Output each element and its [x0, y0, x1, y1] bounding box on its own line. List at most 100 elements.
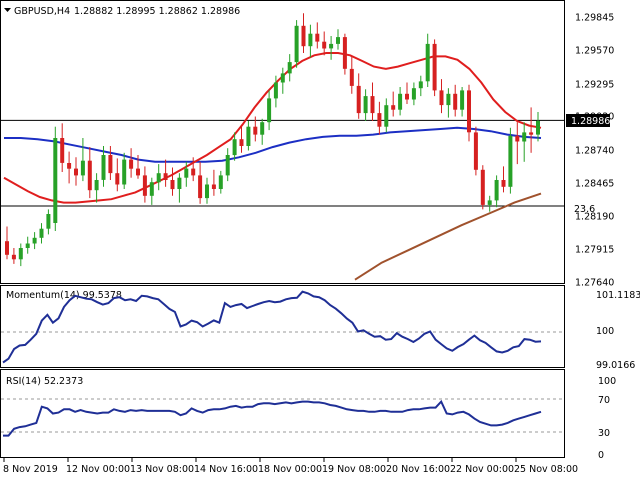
- candle-body: [170, 180, 175, 190]
- candle-body: [411, 88, 416, 100]
- candle-body: [453, 93, 458, 110]
- rsi-panel-frame: [0, 369, 565, 458]
- time-label: 19 Nov 08:00: [322, 464, 386, 475]
- candle-body: [494, 180, 499, 201]
- price-tick-label: 1.28465: [575, 179, 614, 190]
- candle-body: [432, 43, 437, 91]
- candle-body: [480, 169, 485, 205]
- candle-body: [11, 254, 16, 260]
- time-label: 14 Nov 16:00: [194, 464, 258, 475]
- candle-body: [163, 173, 168, 180]
- current-price-badge: [566, 114, 610, 127]
- candle-body: [273, 82, 278, 99]
- symbol-timeframe: GBPUSD,H4: [14, 6, 70, 17]
- candle-body: [501, 180, 506, 187]
- candle-body: [232, 139, 237, 156]
- candle-body: [363, 96, 368, 114]
- current-price-badge-text: 1.28986: [571, 116, 610, 127]
- candle-body: [225, 155, 230, 176]
- candle-body: [508, 135, 513, 187]
- price-tick-label: 1.29845: [575, 13, 614, 24]
- price-tick-label: 1.28740: [575, 146, 614, 157]
- candle-body: [122, 159, 127, 185]
- candle-body: [39, 228, 44, 238]
- candle-body: [129, 159, 134, 169]
- time-label: 13 Nov 08:00: [130, 464, 194, 475]
- candle-body: [260, 122, 265, 135]
- fib-level-label: 23.6: [574, 204, 595, 215]
- time-label: 18 Nov 00:00: [258, 464, 322, 475]
- collapse-triangle-icon[interactable]: [4, 8, 11, 12]
- ma-brown-line: [354, 192, 542, 281]
- ma-red-line: [3, 52, 542, 204]
- candle-body: [370, 96, 375, 114]
- price-tick-label: 1.28190: [575, 212, 614, 223]
- candle-body: [322, 41, 327, 49]
- candle-body: [336, 37, 340, 44]
- candle-body: [115, 173, 120, 185]
- rsi-tick-label: 30: [598, 428, 610, 439]
- candle-body: [177, 177, 182, 189]
- rsi-tick-label: 100: [598, 376, 616, 387]
- candle-body: [446, 93, 451, 106]
- candle-body: [60, 138, 65, 163]
- momentum-tick-label: 99.0166: [596, 360, 635, 371]
- candle-body: [101, 155, 106, 180]
- candle-body: [80, 160, 85, 176]
- candle-body: [18, 248, 23, 260]
- ma-blue-line: [4, 126, 542, 163]
- main-panel-frame: [0, 0, 565, 284]
- candle-body: [239, 139, 244, 146]
- candle-body: [108, 155, 113, 174]
- time-label: 25 Nov 08:00: [514, 464, 578, 475]
- candle-body: [94, 180, 99, 191]
- price-tick-label: 1.27915: [575, 245, 614, 256]
- candle-body: [522, 132, 527, 142]
- candle-body: [136, 168, 140, 176]
- momentum-line: [2, 290, 542, 364]
- candle-body: [301, 25, 306, 47]
- candle-body: [53, 138, 58, 223]
- candle-body: [32, 237, 37, 244]
- candle-body: [487, 200, 492, 205]
- candle-body: [384, 105, 389, 127]
- candle-body: [205, 184, 209, 199]
- candle-body: [349, 68, 354, 86]
- candles-group: [5, 13, 540, 267]
- price-tick-label: 1.29295: [575, 80, 614, 91]
- momentum-title: Momentum(14) 99.5378: [6, 290, 122, 301]
- candle-body: [46, 214, 51, 229]
- time-axis: 8 Nov 2019 12 Nov 00:00 13 Nov 08:00 14 …: [3, 458, 578, 475]
- candle-body: [156, 173, 161, 183]
- rsi-tick-label: 0: [598, 450, 604, 461]
- candle-body: [184, 168, 189, 178]
- rsi-tick-label: 70: [598, 395, 610, 406]
- candle-body: [356, 85, 361, 114]
- candle-body: [149, 182, 154, 196]
- candle-body: [280, 73, 285, 83]
- price-tick-label: 1.27640: [575, 278, 614, 289]
- candle-body: [211, 184, 216, 189]
- candle-body: [87, 160, 92, 191]
- candle-body: [5, 241, 9, 255]
- candle-body: [473, 132, 478, 170]
- candle-body: [405, 93, 409, 100]
- candle-body: [191, 168, 196, 176]
- candle-body: [515, 135, 520, 142]
- candle-body: [287, 62, 292, 74]
- candle-body: [391, 105, 396, 110]
- candle-body: [536, 121, 540, 135]
- time-label: 12 Nov 00:00: [66, 464, 130, 475]
- momentum-tick-label: 101.1183: [596, 290, 640, 301]
- candle-body: [267, 98, 272, 123]
- candle-body: [198, 175, 203, 199]
- ohlc-values: 1.28882 1.28995 1.28862 1.28986: [74, 6, 240, 17]
- candle-body: [74, 168, 78, 176]
- momentum-tick-label: 100: [596, 326, 614, 337]
- time-label: 20 Nov 16:00: [386, 464, 450, 475]
- candle-body: [253, 126, 258, 135]
- candle-body: [377, 113, 382, 127]
- candle-body: [218, 175, 223, 189]
- price-tick-label: 1.29570: [575, 46, 614, 57]
